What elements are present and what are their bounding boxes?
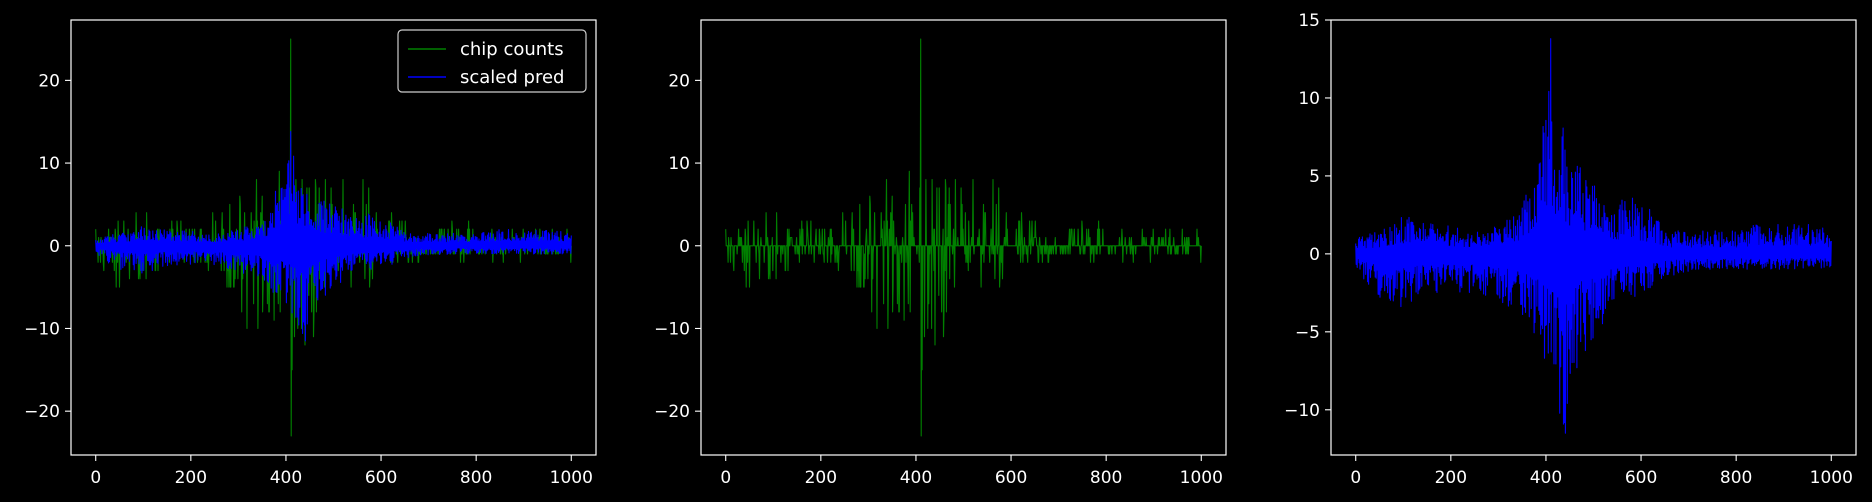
axes-frame <box>70 19 597 456</box>
x-tick-label: 200 <box>805 468 837 488</box>
y-tick-label: 5 <box>1309 167 1320 187</box>
x-tick-label: 600 <box>995 468 1027 488</box>
y-tick-label: 20 <box>668 71 690 91</box>
x-tick-label: 1000 <box>550 468 593 488</box>
x-tick-label: 800 <box>460 468 492 488</box>
series-line-scaled-pred <box>95 131 572 342</box>
x-tick-label: 0 <box>720 468 731 488</box>
y-tick-label: −20 <box>654 402 690 422</box>
legend-label: chip counts <box>460 39 564 60</box>
axes-frame <box>700 19 1227 456</box>
y-tick-label: 20 <box>38 71 60 91</box>
y-tick-label: 10 <box>668 154 690 174</box>
x-tick-label: 400 <box>270 468 302 488</box>
chart-panel-2: 0 200 400 600 800 1000 −20 −10 0 10 20 <box>654 19 1227 488</box>
x-tick-label: 1000 <box>1180 468 1223 488</box>
series-group <box>1355 38 1832 434</box>
series-line-green <box>725 38 1202 437</box>
chart-panel-1: 0 200 400 600 800 1000 −20 −10 0 10 20 chip counts s… <box>24 19 597 488</box>
chart-panel-3: 0 200 400 600 800 1000 −10 −5 0 5 10 15 <box>1284 11 1857 488</box>
x-tick-label: 1000 <box>1810 468 1853 488</box>
x-tick-label: 400 <box>900 468 932 488</box>
series-group <box>95 38 572 437</box>
y-tick-label: 10 <box>1298 89 1320 109</box>
y-tick-label: −10 <box>1284 401 1320 421</box>
legend: chip counts scaled pred <box>397 29 587 93</box>
x-tick-label: 0 <box>90 468 101 488</box>
y-tick-label: −5 <box>1295 323 1320 343</box>
series-line-blue <box>1355 38 1832 434</box>
y-tick-label: 0 <box>679 237 690 257</box>
y-tick-label: 15 <box>1298 11 1320 31</box>
x-tick-label: 200 <box>1435 468 1467 488</box>
x-tick-label: 800 <box>1720 468 1752 488</box>
y-tick-label: −10 <box>24 319 60 339</box>
y-tick-label: 0 <box>49 237 60 257</box>
x-tick-label: 400 <box>1530 468 1562 488</box>
axes-frame <box>1330 19 1857 456</box>
legend-label: scaled pred <box>460 67 564 88</box>
x-tick-label: 800 <box>1090 468 1122 488</box>
y-tick-label: 10 <box>38 154 60 174</box>
y-tick-label: −10 <box>654 319 690 339</box>
y-tick-label: −20 <box>24 402 60 422</box>
x-tick-label: 200 <box>175 468 207 488</box>
y-tick-label: 0 <box>1309 245 1320 265</box>
series-group <box>725 38 1202 437</box>
x-tick-label: 0 <box>1350 468 1361 488</box>
x-tick-label: 600 <box>365 468 397 488</box>
x-tick-label: 600 <box>1625 468 1657 488</box>
